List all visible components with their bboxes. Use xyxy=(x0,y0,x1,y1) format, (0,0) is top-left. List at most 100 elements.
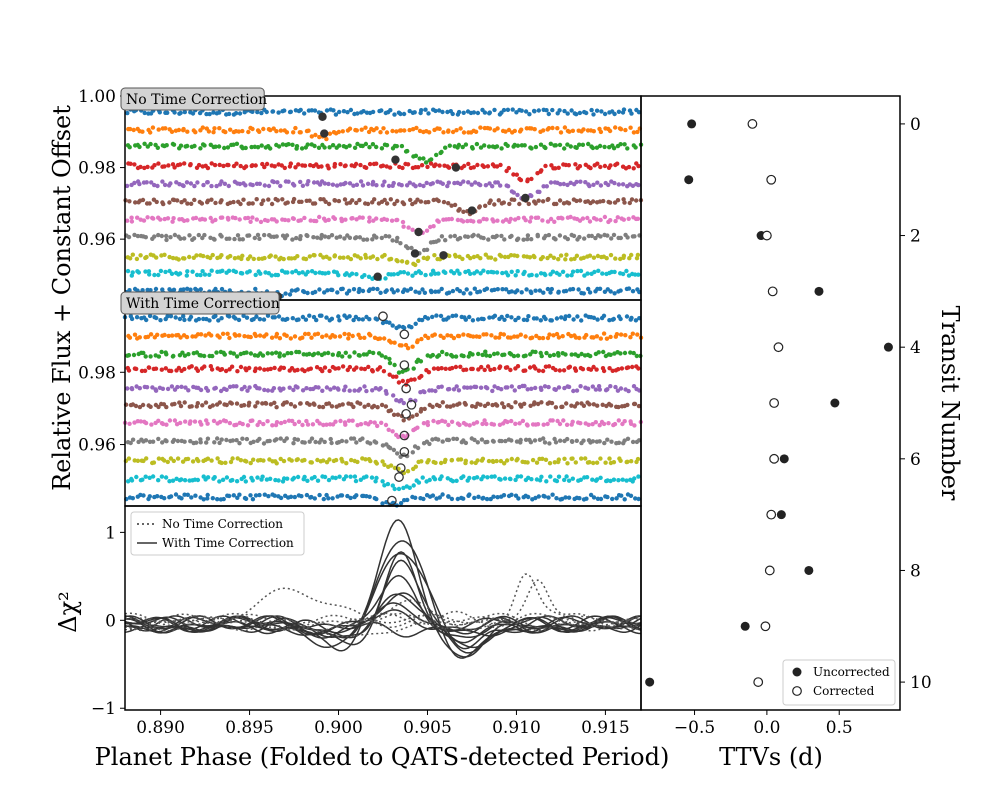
data-point xyxy=(125,218,130,223)
data-point xyxy=(487,315,492,320)
data-point xyxy=(550,125,555,131)
data-point xyxy=(185,492,190,497)
data-point xyxy=(477,219,483,224)
data-point xyxy=(233,333,238,338)
data-point xyxy=(612,269,617,275)
data-point xyxy=(577,110,583,116)
data-point xyxy=(436,366,441,372)
data-point xyxy=(443,366,448,371)
data-point xyxy=(462,163,467,169)
data-point xyxy=(124,183,130,189)
data-point xyxy=(178,143,184,148)
data-point xyxy=(153,388,159,393)
data-point xyxy=(362,273,367,278)
data-point xyxy=(509,405,514,410)
data-point xyxy=(590,384,595,389)
ttv-point-uncorrected xyxy=(687,119,697,129)
data-point xyxy=(478,402,483,407)
data-point xyxy=(557,368,562,373)
data-point xyxy=(568,144,573,149)
data-point xyxy=(591,129,596,134)
data-point xyxy=(508,476,513,482)
data-point xyxy=(147,313,153,319)
data-point xyxy=(200,269,205,274)
data-point xyxy=(298,179,303,185)
data-point xyxy=(541,436,546,441)
data-point xyxy=(349,271,355,276)
data-point xyxy=(601,368,607,374)
data-point xyxy=(295,385,300,390)
ttv-point-corrected xyxy=(769,453,780,464)
data-point xyxy=(454,436,460,442)
data-point xyxy=(618,127,624,132)
data-point xyxy=(240,128,245,134)
data-point xyxy=(515,253,520,259)
data-point xyxy=(196,232,201,238)
data-point xyxy=(523,109,529,114)
data-point xyxy=(251,317,256,322)
data-point xyxy=(373,479,378,484)
data-point xyxy=(587,219,593,224)
data-point xyxy=(400,219,406,225)
transit-marker xyxy=(399,430,410,441)
data-point xyxy=(611,146,617,151)
data-point xyxy=(286,179,291,184)
data-point xyxy=(392,486,397,492)
data-point xyxy=(539,400,544,405)
data-point xyxy=(298,218,303,223)
data-point xyxy=(581,255,586,260)
data-point xyxy=(350,198,355,203)
data-point xyxy=(322,290,327,295)
data-point xyxy=(222,181,228,186)
data-point xyxy=(390,374,396,379)
data-point xyxy=(405,288,410,293)
data-point xyxy=(457,401,462,406)
data-point xyxy=(162,252,167,257)
data-point xyxy=(461,496,466,501)
data-point xyxy=(453,364,459,370)
data-point xyxy=(595,161,600,166)
data-point xyxy=(178,403,184,409)
data-point xyxy=(351,287,357,292)
data-point xyxy=(491,422,497,427)
data-point xyxy=(630,364,635,370)
data-point xyxy=(176,365,182,371)
legend-marker-filled xyxy=(792,667,802,677)
data-point xyxy=(305,269,310,275)
data-point xyxy=(473,384,479,390)
data-point xyxy=(563,495,568,500)
data-point xyxy=(291,441,296,446)
data-point xyxy=(600,402,605,407)
data-point xyxy=(436,419,441,425)
data-point xyxy=(545,421,550,427)
data-point xyxy=(221,496,226,502)
data-point xyxy=(195,477,201,483)
data-point xyxy=(559,315,564,320)
data-point xyxy=(205,496,210,501)
data-point xyxy=(529,335,535,340)
data-point xyxy=(489,333,494,338)
data-point xyxy=(366,402,371,408)
data-point xyxy=(608,289,613,294)
data-point xyxy=(261,458,266,463)
data-point xyxy=(275,198,280,203)
data-point xyxy=(396,370,402,375)
data-point xyxy=(159,233,164,239)
data-point xyxy=(624,268,629,274)
data-point xyxy=(202,217,208,222)
data-point xyxy=(195,288,200,293)
data-point xyxy=(292,421,297,427)
data-point xyxy=(141,458,146,464)
data-point xyxy=(622,419,627,424)
data-point xyxy=(597,286,603,291)
data-point xyxy=(482,143,487,148)
data-point xyxy=(493,257,498,262)
data-point xyxy=(217,440,222,446)
y-tick-label: 0.96 xyxy=(78,436,116,456)
data-point xyxy=(428,224,433,230)
data-point xyxy=(473,129,479,134)
data-point xyxy=(270,423,275,428)
ttv-point-uncorrected xyxy=(776,510,786,520)
data-point xyxy=(348,495,353,501)
data-point xyxy=(219,253,224,258)
